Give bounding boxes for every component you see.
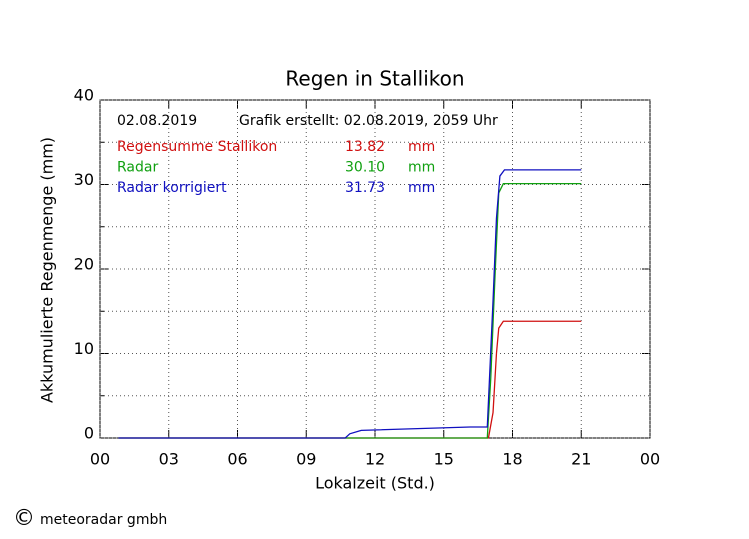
y-tick-label: 40 xyxy=(74,86,94,105)
date: 02.08.2019 xyxy=(117,113,197,129)
legend-name: Radar korrigiert xyxy=(117,180,227,196)
x-tick-label: 06 xyxy=(227,450,247,469)
legend-unit: mm xyxy=(408,160,435,176)
x-tick-label: 12 xyxy=(365,450,385,469)
series-line xyxy=(118,183,582,439)
series-line xyxy=(118,169,582,439)
series-line xyxy=(118,320,582,439)
x-tick-label: 21 xyxy=(571,450,591,469)
legend-name: Regensumme Stallikon xyxy=(117,139,277,155)
x-tick-label: 09 xyxy=(296,450,316,469)
copyright: meteoradar gmbh xyxy=(40,512,167,528)
y-tick-label: 10 xyxy=(74,339,94,358)
x-tick-label: 18 xyxy=(502,450,522,469)
copyright-symbol: © xyxy=(13,506,35,531)
x-tick-label: 03 xyxy=(159,450,179,469)
x-tick-label: 00 xyxy=(90,450,110,469)
legend-unit: mm xyxy=(408,139,435,155)
x-tick-label: 15 xyxy=(434,450,454,469)
y-tick-label: 0 xyxy=(84,424,94,443)
y-tick-label: 20 xyxy=(74,255,94,274)
legend-total: 31.73 xyxy=(345,180,385,196)
y-axis-label: Akkumulierte Regenmenge (mm) xyxy=(38,137,57,403)
chart-title: Regen in Stallikon xyxy=(285,67,464,91)
x-tick-label: 00 xyxy=(640,450,660,469)
legend-total: 13.82 xyxy=(345,139,385,155)
y-tick-label: 30 xyxy=(74,170,94,189)
created: Grafik erstellt: 02.08.2019, 2059 Uhr xyxy=(239,113,498,129)
legend-unit: mm xyxy=(408,180,435,196)
legend-total: 30.10 xyxy=(345,160,385,176)
legend-name: Radar xyxy=(117,160,158,176)
x-axis-label: Lokalzeit (Std.) xyxy=(315,474,435,493)
